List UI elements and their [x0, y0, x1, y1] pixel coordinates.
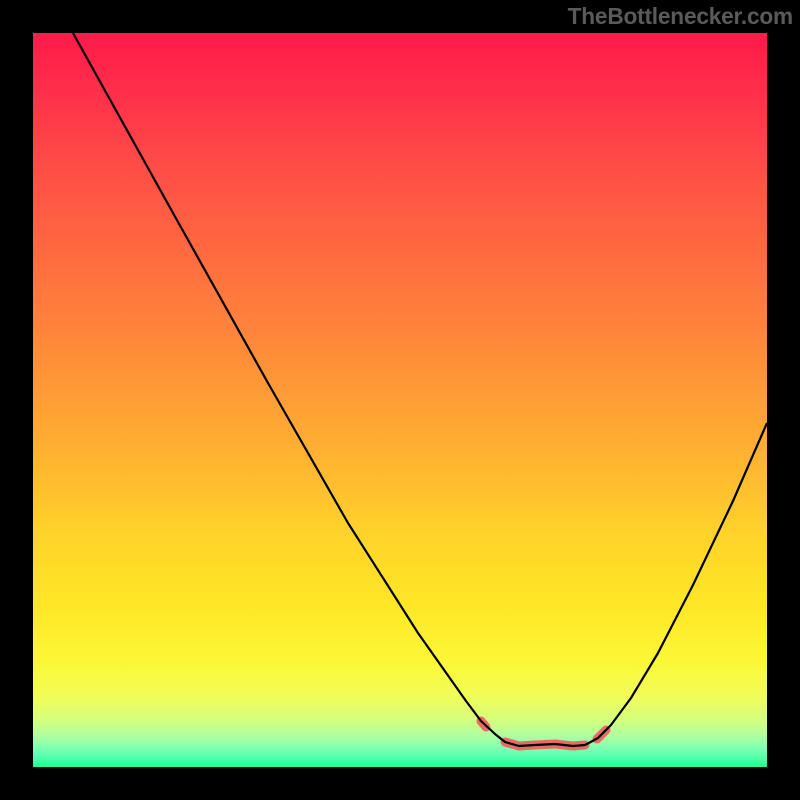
watermark-text: TheBottlenecker.com	[568, 3, 793, 30]
curve-layer	[33, 33, 767, 767]
plot-area	[33, 33, 767, 767]
bottleneck-curve	[73, 33, 767, 746]
chart-container: TheBottlenecker.com	[0, 0, 800, 800]
